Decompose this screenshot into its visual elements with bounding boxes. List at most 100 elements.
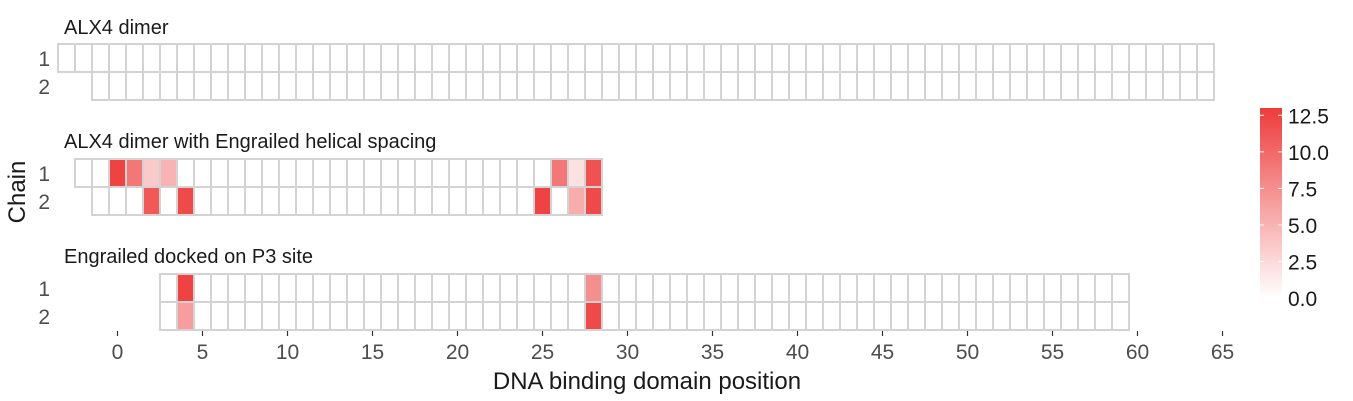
heatmap-cell — [958, 43, 977, 73]
heatmap-cell — [805, 43, 824, 73]
y-axis-title: Chain — [4, 161, 31, 224]
heatmap-cell — [448, 186, 467, 216]
heatmap-cell — [805, 273, 824, 303]
color-legend: 0.0 2.5 5.0 7.5 10.0 12.5 — [1260, 105, 1329, 311]
heatmap-cell — [312, 158, 331, 188]
x-tick-label: 40 — [786, 341, 809, 364]
heatmap-cell — [482, 186, 501, 216]
heatmap-cell — [482, 301, 501, 331]
heatmap-cell — [873, 71, 892, 101]
heatmap-cell — [771, 43, 790, 73]
heatmap-cell — [363, 158, 382, 188]
heatmap-cell — [210, 158, 229, 188]
x-tick-label: 5 — [197, 341, 209, 364]
x-tick-label: 0 — [112, 341, 124, 364]
heatmap-cell — [1111, 43, 1130, 73]
heatmap-cell — [550, 301, 569, 331]
heatmap-cell — [788, 43, 807, 73]
heatmap-cell — [635, 43, 654, 73]
heatmap-cell — [210, 43, 229, 73]
heatmap-cell — [1128, 71, 1147, 101]
heatmap-cell — [431, 186, 450, 216]
heatmap-cell — [669, 71, 688, 101]
heatmap-cell — [822, 43, 841, 73]
heatmap-cell — [380, 273, 399, 303]
heatmap-cell — [754, 43, 773, 73]
heatmap-cell — [652, 43, 671, 73]
heatmap-cell — [193, 301, 212, 331]
heatmap-cell — [567, 158, 586, 188]
heatmap-cell — [805, 71, 824, 101]
heatmap-cell — [482, 43, 501, 73]
heatmap-cell — [380, 186, 399, 216]
heatmap-cell — [567, 43, 586, 73]
heatmap-cell — [465, 301, 484, 331]
heatmap-cell — [227, 186, 246, 216]
heatmap-cell — [142, 71, 161, 101]
heatmap-cell — [1009, 71, 1028, 101]
heatmap-cell — [363, 273, 382, 303]
heatmap-cell — [975, 71, 994, 101]
heatmap-cell — [1179, 43, 1198, 73]
heatmap-cell — [618, 273, 637, 303]
heatmap-cell — [992, 43, 1011, 73]
heatmap-cell — [737, 301, 756, 331]
x-axis: 0 5 10 15 20 25 30 35 40 45 50 55 60 65 — [112, 331, 1234, 364]
heatmap-cell — [771, 301, 790, 331]
heatmap-cell — [601, 71, 620, 101]
heatmap-cell — [941, 273, 960, 303]
heatmap-cell — [635, 301, 654, 331]
heatmap-cell — [465, 71, 484, 101]
heatmap-cell — [1094, 43, 1113, 73]
heatmap-cell — [431, 158, 450, 188]
heatmap-cell — [788, 301, 807, 331]
heatmap-cell — [414, 273, 433, 303]
heatmap-cell — [1043, 43, 1062, 73]
heatmap-cell — [227, 71, 246, 101]
heatmap-cell — [1094, 301, 1113, 331]
heatmap-cell — [516, 71, 535, 101]
heatmap-cell — [465, 186, 484, 216]
heatmap-cell — [788, 273, 807, 303]
heatmap-cell — [380, 71, 399, 101]
heatmap-cell — [992, 71, 1011, 101]
heatmap-cell — [516, 186, 535, 216]
heatmap-cell — [1060, 273, 1079, 303]
heatmap-cell — [533, 273, 552, 303]
heatmap-cell — [550, 158, 569, 188]
heatmap-cell — [703, 43, 722, 73]
heatmap-cell — [431, 71, 450, 101]
legend-colorbar — [1260, 108, 1282, 298]
heatmap-cell — [295, 186, 314, 216]
legend-tick-label: 7.5 — [1288, 178, 1317, 201]
heatmap-cell — [312, 301, 331, 331]
heatmap-cell — [295, 71, 314, 101]
heatmap-cell — [278, 186, 297, 216]
heatmap-cell — [771, 273, 790, 303]
heatmap-cell — [992, 301, 1011, 331]
heatmap-cell — [159, 301, 178, 331]
heatmap-cell — [176, 186, 195, 216]
x-tick-label: 10 — [276, 341, 299, 364]
chain-label: 1 — [38, 48, 50, 71]
heatmap-cell — [873, 43, 892, 73]
heatmap-cell — [601, 43, 620, 73]
heatmap-cell — [1111, 71, 1130, 101]
heatmap-cell — [533, 71, 552, 101]
heatmap-cell — [737, 71, 756, 101]
heatmap-cell — [346, 186, 365, 216]
heatmap-cell — [261, 71, 280, 101]
heatmap-cell — [142, 158, 161, 188]
heatmap-cell — [210, 273, 229, 303]
heatmap-cell — [244, 158, 263, 188]
heatmap-cell — [499, 301, 518, 331]
heatmap-cell — [958, 71, 977, 101]
heatmap-cell — [1009, 273, 1028, 303]
heatmap-cell — [261, 273, 280, 303]
heatmap-cell — [482, 71, 501, 101]
heatmap-cell — [193, 158, 212, 188]
heatmap-cell — [890, 301, 909, 331]
heatmap-cell — [465, 273, 484, 303]
heatmap-cell — [1111, 273, 1130, 303]
heatmap-cell — [125, 186, 144, 216]
